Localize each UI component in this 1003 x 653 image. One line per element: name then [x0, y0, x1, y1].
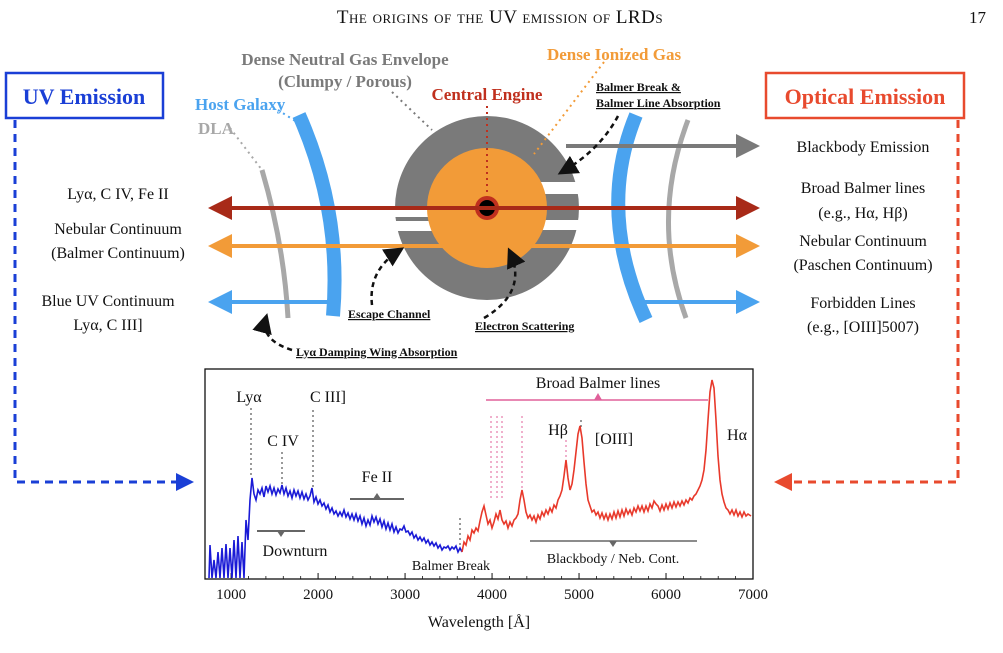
balmer-break-label-2: Balmer Line Absorption — [596, 96, 721, 110]
balmer-break-label-1: Balmer Break & — [596, 80, 681, 94]
ionized-gas-pointer — [533, 61, 605, 155]
neutral-gas-label-2: (Clumpy / Porous) — [278, 72, 412, 91]
x-tick-label: 6000 — [651, 587, 681, 603]
civ-annotation: C IV — [267, 433, 299, 450]
lya-damping-label: Lyα Damping Wing Absorption — [296, 345, 458, 359]
neutral-gas-pointer — [391, 91, 433, 131]
right-label-blackbody: Blackbody Emission — [797, 139, 930, 156]
broad-balmer-annotation: Broad Balmer lines — [536, 375, 660, 392]
right-label-oiii: (e.g., [OIII]5007) — [807, 319, 919, 336]
host-galaxy-arc-left — [292, 112, 342, 317]
broad-balmer-bracket-tick — [594, 393, 602, 400]
escape-channel-label: Escape Channel — [348, 307, 431, 321]
host-galaxy-pointer — [277, 109, 301, 125]
x-tick-label: 3000 — [390, 587, 420, 603]
lya-annotation: Lyα — [236, 389, 262, 406]
x-tick-label: 7000 — [738, 587, 768, 603]
optical-dashed-connector — [774, 120, 960, 491]
right-label-forbidden: Forbidden Lines — [810, 295, 915, 312]
dla-arc-right — [666, 119, 691, 319]
left-label-blue-uv: Blue UV Continuum — [41, 293, 175, 310]
right-label-ha-hb: (e.g., Hα, Hβ) — [818, 205, 907, 222]
uv-spectrum-line — [208, 477, 463, 579]
uv-dashed-connector — [13, 120, 194, 491]
spectrum-x-ticks: 1000 2000 3000 4000 5000 6000 7000 — [216, 573, 768, 603]
left-label-lines: Lyα, C IV, Fe II — [67, 186, 168, 203]
ionized-gas-label: Dense Ionized Gas — [547, 45, 682, 64]
right-label-nebular: Nebular Continuum — [799, 233, 927, 250]
downturn-bracket-tick — [277, 531, 285, 537]
left-label-balmer-cont: (Balmer Continuum) — [51, 245, 185, 262]
lya-damping-arrow — [252, 313, 293, 352]
x-tick-label: 2000 — [303, 587, 333, 603]
spectrum-frame — [204, 368, 754, 580]
feii-annotation: Fe II — [362, 469, 393, 486]
x-tick-label: 1000 — [216, 587, 246, 603]
spectrum-xlabel: Wavelength [Å] — [428, 613, 530, 631]
hbeta-annotation: Hβ — [548, 422, 568, 439]
running-title: The origins of the UV emission of LRDs — [337, 7, 663, 28]
balmer-break-annotation: Balmer Break — [412, 559, 490, 574]
dla-label: DLA — [198, 119, 235, 138]
halpha-annotation: Hα — [727, 427, 748, 444]
downturn-annotation: Downturn — [263, 543, 328, 560]
electron-scattering-label: Electron Scattering — [475, 319, 574, 333]
blackbody-annotation: Blackbody / Neb. Cont. — [547, 552, 680, 567]
right-label-paschen: (Paschen Continuum) — [793, 257, 932, 274]
escape-channel-gap — [530, 220, 588, 230]
optical-spectrum-line — [461, 379, 752, 553]
page-number: 17 — [969, 8, 987, 27]
x-tick-label: 5000 — [564, 587, 594, 603]
host-galaxy-label: Host Galaxy — [195, 95, 286, 114]
right-label-broad-balmer: Broad Balmer lines — [801, 180, 925, 197]
optical-emission-box — [764, 71, 966, 120]
neutral-gas-label-1: Dense Neutral Gas Envelope — [241, 50, 449, 69]
balmer-break-arrow — [557, 115, 620, 175]
uv-emission-box — [4, 71, 165, 120]
escape-channel-gap — [393, 221, 443, 231]
electron-scattering-arrow — [483, 247, 526, 320]
uv-emission-label: UV Emission — [23, 84, 145, 109]
x-tick-label: 4000 — [477, 587, 507, 603]
feii-bracket-tick — [373, 493, 381, 499]
ciii-annotation: C III] — [310, 389, 346, 406]
optical-emission-label: Optical Emission — [785, 84, 946, 109]
escape-channel-arrow — [370, 247, 405, 306]
left-label-nebular: Nebular Continuum — [54, 221, 182, 238]
blackbody-bracket-tick — [609, 541, 617, 547]
dla-pointer — [229, 127, 263, 171]
left-label-lya-ciii: Lyα, C III] — [73, 317, 142, 334]
central-engine-label: Central Engine — [432, 85, 543, 104]
oiii-annotation: [OIII] — [595, 431, 633, 448]
